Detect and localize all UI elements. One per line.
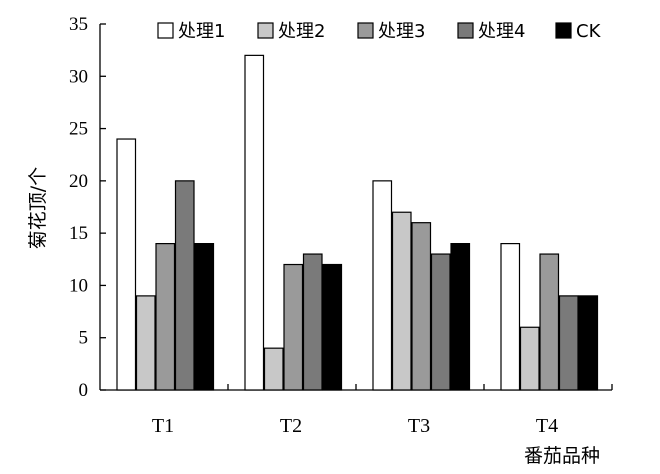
legend-swatch (257, 22, 274, 39)
legend-swatch (555, 22, 572, 39)
bar-t4-series-1 (500, 243, 521, 391)
bar-t4-series-4 (558, 295, 579, 391)
bar-t2-series-2 (263, 347, 284, 391)
category-label: T3 (408, 415, 430, 437)
y-tick-label: 5 (79, 328, 89, 349)
bar-t4-series-3 (539, 253, 560, 391)
bar-t3-series-3 (411, 222, 432, 391)
legend: 处理1 处理2 处理3 处理4 CK (157, 21, 602, 42)
bar-t2-series-1 (244, 54, 265, 391)
legend-label: 处理1 (178, 21, 225, 42)
y-tick-label: 0 (79, 380, 89, 401)
y-ticks: 0 5 10 15 20 25 30 35 (69, 14, 106, 401)
y-tick-label: 20 (69, 171, 88, 192)
y-tick-label: 10 (69, 275, 88, 296)
legend-swatch (157, 22, 174, 39)
y-tick-label: 15 (69, 223, 88, 244)
y-axis-label: 菊花顶/个 (27, 167, 49, 249)
legend-label: 处理4 (478, 21, 525, 42)
bar-t4-series-2 (519, 326, 540, 391)
category-label: T1 (152, 415, 174, 437)
bar-t3-series-4 (430, 253, 451, 391)
bar-t3-series-2 (391, 211, 412, 391)
bars (116, 54, 599, 391)
y-tick-label: 30 (69, 66, 88, 87)
legend-swatch (457, 22, 474, 39)
legend-label: CK (576, 21, 602, 42)
y-tick-label: 35 (69, 14, 88, 35)
legend-swatch (357, 22, 374, 39)
y-tick-label: 25 (69, 119, 88, 140)
bar-t2-series-5 (322, 263, 343, 391)
bar-t2-series-3 (283, 263, 304, 391)
bar-t1-series-5 (194, 243, 215, 391)
category-label: T2 (280, 415, 302, 437)
bar-t3-series-5 (450, 243, 471, 391)
bar-t1-series-3 (155, 243, 176, 391)
x-axis-label: 番茄品种 (524, 445, 600, 467)
category-labels: T1 T2 T3 T4 (152, 415, 558, 437)
bar-t1-series-4 (174, 180, 195, 391)
category-label: T4 (536, 415, 558, 437)
bar-t1-series-2 (135, 295, 156, 391)
bar-t2-series-4 (302, 253, 323, 391)
legend-label: 处理2 (278, 21, 325, 42)
bar-t4-series-5 (578, 295, 599, 391)
legend-label: 处理3 (378, 21, 425, 42)
bar-t1-series-1 (116, 138, 137, 391)
bar-t3-series-1 (372, 180, 393, 391)
x-ticks (227, 384, 613, 390)
